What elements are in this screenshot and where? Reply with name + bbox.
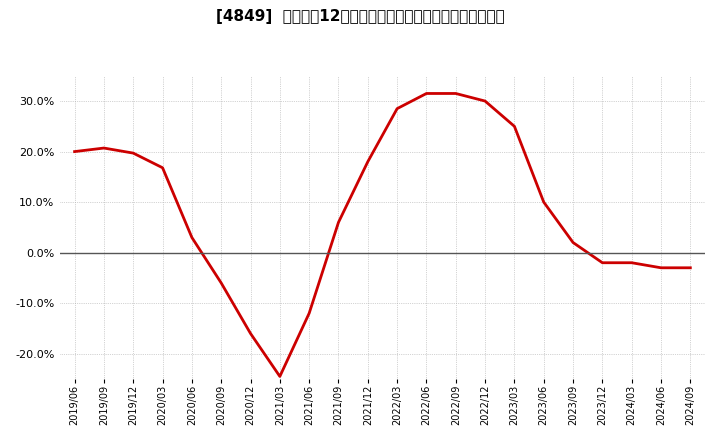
- Text: [4849]  売上高の12か月移動合計の対前年同期増減率の推移: [4849] 売上高の12か月移動合計の対前年同期増減率の推移: [215, 9, 505, 24]
